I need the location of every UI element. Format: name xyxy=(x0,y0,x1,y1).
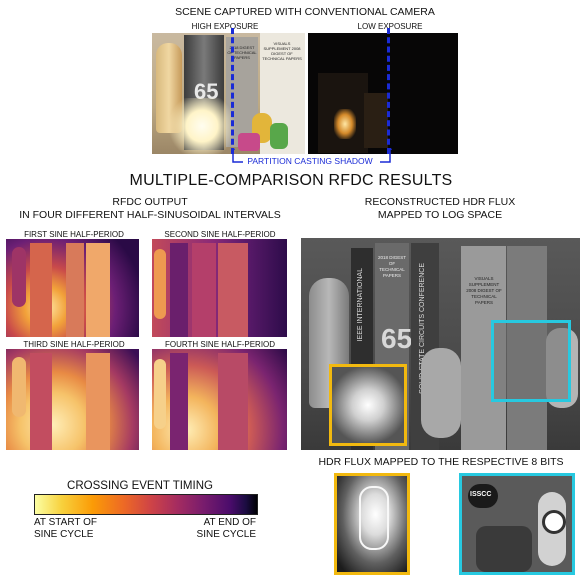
minion-highlight-box xyxy=(491,320,571,402)
mannequin-figure xyxy=(12,357,26,417)
bulb-8bit-crop xyxy=(334,473,410,575)
hdr-log-image: IEEE INTERNATIONAL 2018 DIGEST OF TECHNI… xyxy=(301,238,580,450)
partition-label: PARTITION CASTING SHADOW xyxy=(247,156,373,166)
colorbar-end-line1: AT END OF xyxy=(203,517,256,528)
book-spine xyxy=(30,243,52,337)
minion-eye xyxy=(542,510,566,534)
panel-label-third: THIRD SINE HALF-PERIOD xyxy=(23,340,125,349)
book-spine xyxy=(86,243,110,337)
rfdc-title-line1: RFDC OUTPUT xyxy=(112,196,188,208)
hdr-book1-label: 2018 DIGEST OF TECHNICAL PAPERS xyxy=(377,255,406,278)
mannequin-figure xyxy=(154,359,166,429)
conventional-title: SCENE CAPTURED WITH CONVENTIONAL CAMERA xyxy=(175,6,435,18)
book2-label: VISUALS SUPPLEMENT 2008 DIGEST OF TECHNI… xyxy=(262,41,302,61)
logo-65: 65 xyxy=(381,323,413,354)
colorbar-end-line2: SINE CYCLE xyxy=(196,529,256,540)
rfdc-panel-third xyxy=(6,349,139,450)
bulb-glow xyxy=(334,109,356,139)
book-spine xyxy=(170,353,188,450)
spine1-text: IEEE INTERNATIONAL xyxy=(357,268,364,342)
mannequin-figure xyxy=(154,249,166,319)
hdr-book2-label: VISUALS SUPPLEMENT 2008 DIGEST OF TECHNI… xyxy=(466,276,502,305)
dim-figure xyxy=(364,93,388,148)
panel-label-second: SECOND SINE HALF-PERIOD xyxy=(164,230,276,239)
bulb-highlight-box xyxy=(329,364,407,446)
toy-blocks xyxy=(238,133,260,151)
rfdc-panel-fourth xyxy=(152,349,287,450)
light-bloom xyxy=(167,98,237,154)
hdr-title-line2: MAPPED TO LOG SPACE xyxy=(377,209,503,221)
colorbar-start-line2: SINE CYCLE xyxy=(34,529,94,540)
rfdc-panel-first xyxy=(6,239,139,337)
high-exposure-label: HIGH EXPOSURE xyxy=(191,22,259,31)
book-spine xyxy=(86,353,110,450)
hdr-title-line1: RECONSTRUCTED HDR FLUX xyxy=(364,196,516,208)
partition-line-right xyxy=(387,28,390,154)
partition-line-left xyxy=(231,28,234,154)
book-spine xyxy=(218,353,248,450)
android-toy xyxy=(270,123,288,149)
colorbar-start-line1: AT START OF xyxy=(34,517,97,528)
mannequin-figure xyxy=(12,247,26,307)
high-exposure-photo: 65 2018 DIGEST OF TECHNICAL PAPERS VISUA… xyxy=(152,33,305,154)
main-title: MULTIPLE-COMPARISON RFDC RESULTS xyxy=(129,172,453,189)
colorbar-gradient xyxy=(34,494,258,515)
android-toy xyxy=(421,348,461,438)
book1-label: 2018 DIGEST OF TECHNICAL PAPERS xyxy=(227,45,257,60)
rfdc-title-line2: IN FOUR DIFFERENT HALF-SINUSOIDAL INTERV… xyxy=(19,209,281,221)
book-spine xyxy=(30,353,52,450)
panel-label-fourth: FOURTH SINE HALF-PERIOD xyxy=(164,340,276,349)
bits-title: HDR FLUX MAPPED TO THE RESPECTIVE 8 BITS xyxy=(318,456,564,468)
toy-figure xyxy=(476,526,532,572)
partition-bracket xyxy=(231,148,392,163)
minion-toy xyxy=(538,492,566,566)
panel-label-first: FIRST SINE HALF-PERIOD xyxy=(24,230,124,239)
book-spine xyxy=(66,243,84,337)
rfdc-panel-second xyxy=(152,239,287,337)
low-exposure-photo xyxy=(308,33,458,154)
book-spine xyxy=(192,243,216,337)
bulb-filament xyxy=(359,486,389,550)
low-exposure-label: LOW EXPOSURE xyxy=(357,22,423,31)
colorbar-title: CROSSING EVENT TIMING xyxy=(67,480,213,492)
badge-text: ISSCC xyxy=(470,491,492,498)
book-spine xyxy=(170,243,188,337)
isscc-badge: ISSCC xyxy=(468,484,498,508)
book-spine xyxy=(218,243,248,337)
minion-8bit-crop: ISSCC xyxy=(459,473,575,575)
